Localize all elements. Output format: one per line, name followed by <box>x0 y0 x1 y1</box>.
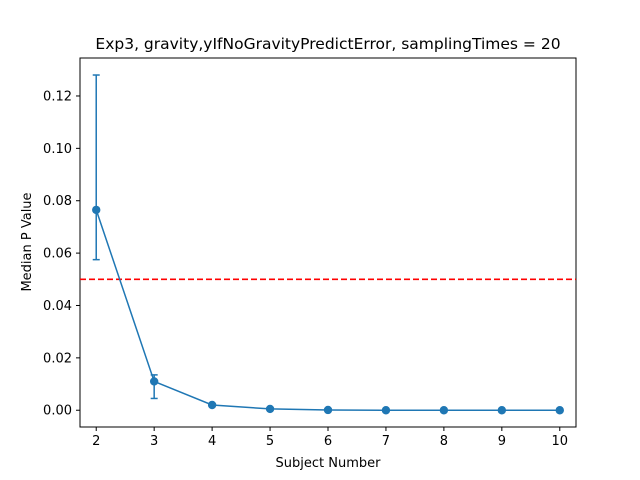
data-point <box>381 406 391 415</box>
y-tick-label: 0.04 <box>43 299 72 314</box>
data-point <box>207 400 217 410</box>
x-tick-label: 10 <box>552 434 569 449</box>
y-tick-label: 0.02 <box>43 351 72 366</box>
data-point <box>555 406 564 415</box>
x-tick-label: 3 <box>150 434 158 449</box>
y-tick-label: 0.10 <box>43 142 72 157</box>
x-tick-label: 2 <box>92 434 100 449</box>
x-tick-label: 9 <box>498 434 506 449</box>
x-axis-label: Subject Number <box>276 456 382 471</box>
chart-title: Exp3, gravity,yIfNoGravityPredictError, … <box>95 35 560 53</box>
y-tick-label: 0.06 <box>43 247 72 262</box>
data-point <box>323 405 333 415</box>
y-tick-label: 0.00 <box>43 404 72 419</box>
x-tick-label: 8 <box>440 434 448 449</box>
x-tick-label: 4 <box>208 434 216 449</box>
y-tick-label: 0.08 <box>43 194 72 209</box>
data-point <box>265 404 275 414</box>
data-point <box>439 406 449 415</box>
x-tick-label: 7 <box>382 434 390 449</box>
x-tick-label: 5 <box>266 434 274 449</box>
data-point <box>497 406 507 415</box>
data-point <box>149 377 159 386</box>
x-tick-label: 6 <box>324 434 332 449</box>
data-point <box>92 205 101 215</box>
y-tick-label: 0.12 <box>43 89 72 104</box>
y-axis-label: Median P Value <box>20 192 35 291</box>
plot-area: 2 3 4 5 6 7 8 9 10 0.00 0.02 0.04 0.06 0.08 0.10 0.12 <box>43 57 577 449</box>
